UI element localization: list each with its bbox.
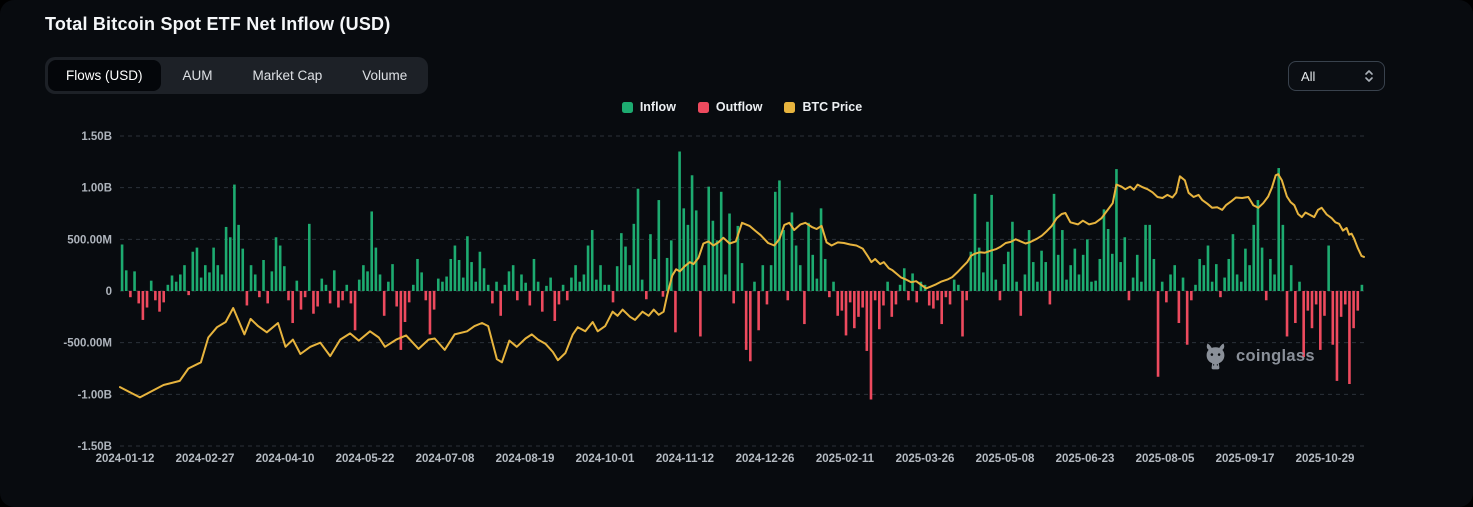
tab-flows-usd[interactable]: Flows (USD) [48,60,161,91]
svg-text:2024-08-19: 2024-08-19 [496,453,555,465]
svg-text:2024-07-08: 2024-07-08 [416,453,475,465]
svg-text:2025-09-17: 2025-09-17 [1216,453,1275,465]
svg-text:2024-11-12: 2024-11-12 [656,453,714,465]
svg-text:2024-10-01: 2024-10-01 [576,453,635,465]
coinglass-watermark-text: coinglass [1236,347,1315,365]
tab-aum[interactable]: AUM [182,68,213,83]
svg-text:1.50B: 1.50B [81,131,112,143]
svg-text:2025-02-11: 2025-02-11 [816,453,875,465]
chevron-updown-icon [1364,68,1374,84]
svg-text:-500.00M: -500.00M [63,338,112,350]
inflow-color-swatch [621,101,633,113]
tab-market-cap[interactable]: Market Cap [252,68,323,83]
page-title: Total Bitcoin Spot ETF Net Inflow (USD) [45,14,391,34]
coinglass-watermark: coinglass [1203,343,1315,370]
y-axis-labels: 1.50B 1.00B 500.00M 0 -500.00M -1.00B -1.50B [63,131,112,453]
time-range-value: All [1301,68,1316,84]
svg-text:500.00M: 500.00M [67,234,112,246]
svg-text:2024-05-22: 2024-05-22 [336,453,395,465]
svg-text:2025-06-23: 2025-06-23 [1056,453,1115,465]
svg-text:-1.50B: -1.50B [77,441,112,453]
btc-price-legend-label: BTC Price [802,100,863,114]
btc-price-color-swatch [784,101,796,113]
btc-price-line [119,173,1365,399]
svg-text:2025-10-29: 2025-10-29 [1296,453,1355,465]
tab-volume[interactable]: Volume [362,68,408,83]
svg-text:2024-01-12: 2024-01-12 [96,453,155,465]
svg-text:2024-04-10: 2024-04-10 [256,453,315,465]
outflow-legend-label: Outflow [715,100,763,114]
svg-text:2024-12-26: 2024-12-26 [736,453,795,465]
chart-legend: Inflow Outflow BTC Price [120,100,1364,114]
svg-text:2025-03-26: 2025-03-26 [896,453,955,465]
x-axis-labels: 2024-01-12 2024-02-27 2024-04-10 2024-05-22… [96,453,1355,465]
coinglass-logo-icon [1203,343,1228,370]
legend-item-outflow[interactable]: Outflow [697,100,763,114]
svg-text:2025-05-08: 2025-05-08 [976,453,1035,465]
svg-text:1.00B: 1.00B [81,183,112,195]
legend-item-btc-price[interactable]: BTC Price [784,100,862,114]
time-range-select[interactable]: All [1288,61,1385,91]
inflow-legend-label: Inflow [639,100,676,114]
flow-bars [120,151,1364,400]
outflow-color-swatch [697,101,709,113]
svg-text:-1.00B: -1.00B [77,389,112,401]
legend-item-inflow[interactable]: Inflow [621,100,676,114]
svg-text:0: 0 [106,286,112,298]
svg-text:2025-08-05: 2025-08-05 [1136,453,1195,465]
tab-bar: Flows (USD) AUM Market Cap Volume [45,57,429,94]
svg-text:2024-02-27: 2024-02-27 [176,453,235,465]
